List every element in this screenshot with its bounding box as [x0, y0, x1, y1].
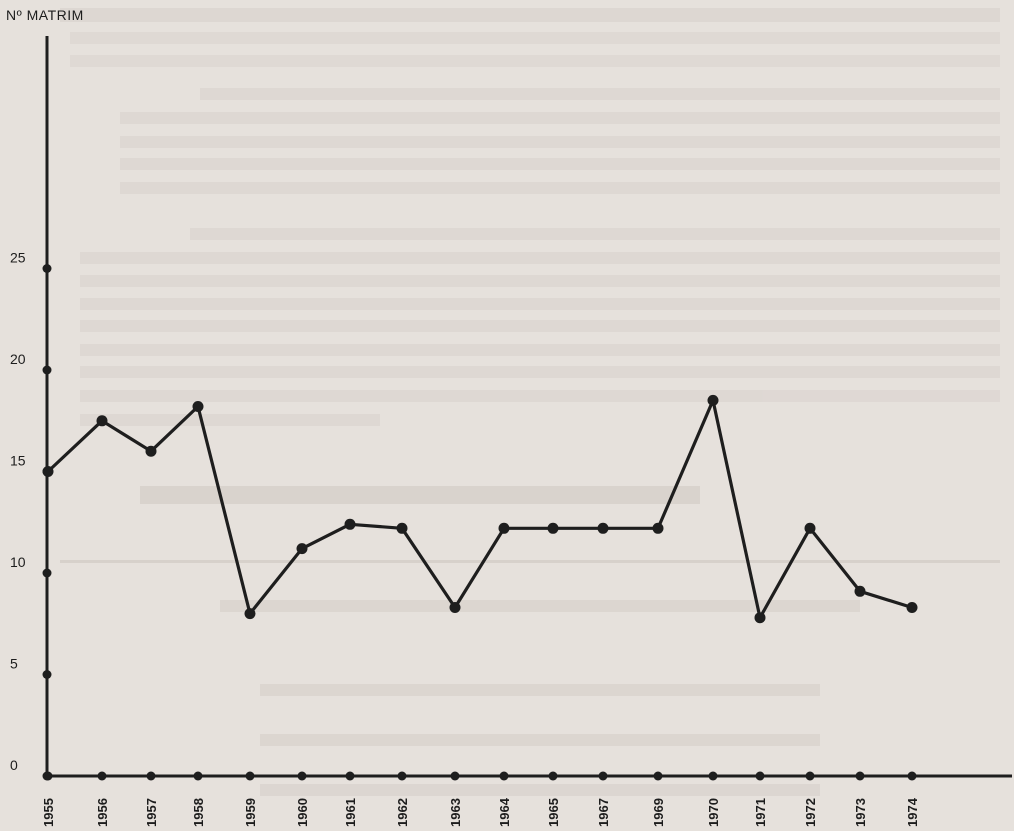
data-point-1971 — [754, 612, 766, 624]
x-tick-label-1965: 1965 — [546, 798, 561, 827]
y-axis-title: Nº MATRIM — [6, 7, 84, 23]
x-tick-mark-1958 — [193, 771, 203, 781]
x-tick-label-1969: 1969 — [651, 798, 666, 827]
x-tick-mark-1957 — [146, 771, 156, 781]
x-tick-mark-1964 — [499, 771, 509, 781]
x-tick-label-1971: 1971 — [753, 798, 768, 827]
data-point-1956 — [96, 415, 108, 427]
x-tick-label-1964: 1964 — [497, 797, 512, 827]
data-point-1970 — [707, 394, 719, 406]
x-tick-label-1960: 1960 — [295, 798, 310, 827]
y-tick-mark-20 — [42, 365, 52, 375]
x-tick-mark-1967 — [598, 771, 608, 781]
x-tick-mark-1961 — [345, 771, 355, 781]
x-tick-label-1959: 1959 — [243, 798, 258, 827]
x-tick-mark-1971 — [755, 771, 765, 781]
x-tick-label-1958: 1958 — [191, 798, 206, 827]
y-tick-label-15: 15 — [10, 453, 26, 469]
x-tick-mark-1965 — [548, 771, 558, 781]
y-tick-mark-25 — [42, 264, 52, 273]
x-tick-label-1955: 1955 — [41, 798, 56, 827]
y-tick-mark-10 — [42, 568, 52, 578]
x-tick-label-1962: 1962 — [395, 798, 410, 827]
y-tick-label-0: 0 — [10, 757, 18, 773]
x-tick-label-1972: 1972 — [803, 798, 818, 827]
x-tick-mark-1955 — [43, 771, 53, 781]
x-tick-label-1961: 1961 — [343, 798, 358, 827]
bleed-through-background — [60, 8, 1000, 796]
x-tick-mark-1956 — [97, 771, 107, 781]
y-tick-label-25: 25 — [10, 250, 26, 266]
data-point-1962 — [396, 522, 408, 534]
y-tick-label-20: 20 — [10, 351, 26, 367]
x-tick-label-1973: 1973 — [853, 798, 868, 827]
data-point-1974 — [906, 602, 918, 613]
data-point-1972 — [804, 522, 816, 534]
x-tick-label-1967: 1967 — [596, 798, 611, 827]
data-point-1955 — [42, 466, 54, 477]
x-tick-mark-1959 — [245, 771, 255, 781]
x-tick-label-1970: 1970 — [706, 798, 721, 827]
data-point-1958 — [192, 401, 204, 412]
x-tick-mark-1969 — [653, 771, 663, 781]
x-tick-mark-1973 — [855, 771, 865, 781]
y-tick-mark-5 — [42, 670, 52, 679]
x-tick-label-1956: 1956 — [95, 798, 110, 827]
x-tick-label-1974: 1974 — [905, 797, 920, 827]
x-tick-mark-1970 — [708, 771, 718, 781]
series-line — [46, 398, 913, 620]
data-point-1960 — [296, 543, 308, 555]
x-tick-mark-1963 — [450, 771, 460, 781]
y-tick-label-5: 5 — [10, 656, 18, 672]
data-point-1965 — [547, 522, 559, 534]
y-axis-ticks: 0 5 10 15 20 25 — [10, 250, 52, 781]
y-tick-label-10: 10 — [10, 554, 26, 570]
data-point-1957 — [145, 445, 157, 457]
data-point-1969 — [652, 522, 664, 534]
x-tick-mark-1972 — [805, 771, 815, 781]
data-point-1959 — [244, 608, 256, 620]
data-point-1964 — [498, 522, 510, 534]
x-tick-mark-1960 — [297, 771, 307, 781]
series-points — [42, 394, 918, 624]
data-point-1967 — [597, 522, 609, 534]
x-tick-mark-1974 — [907, 771, 917, 781]
x-tick-label-1957: 1957 — [144, 798, 159, 827]
x-tick-label-1963: 1963 — [448, 798, 463, 827]
x-axis-ticks: 1955 1956 1957 1958 1959 1960 1961 1962 1963 1964… — [41, 771, 920, 827]
data-point-1963 — [449, 602, 461, 613]
data-point-1961 — [344, 518, 356, 530]
data-point-1973 — [854, 585, 866, 597]
x-tick-mark-1962 — [397, 771, 407, 781]
